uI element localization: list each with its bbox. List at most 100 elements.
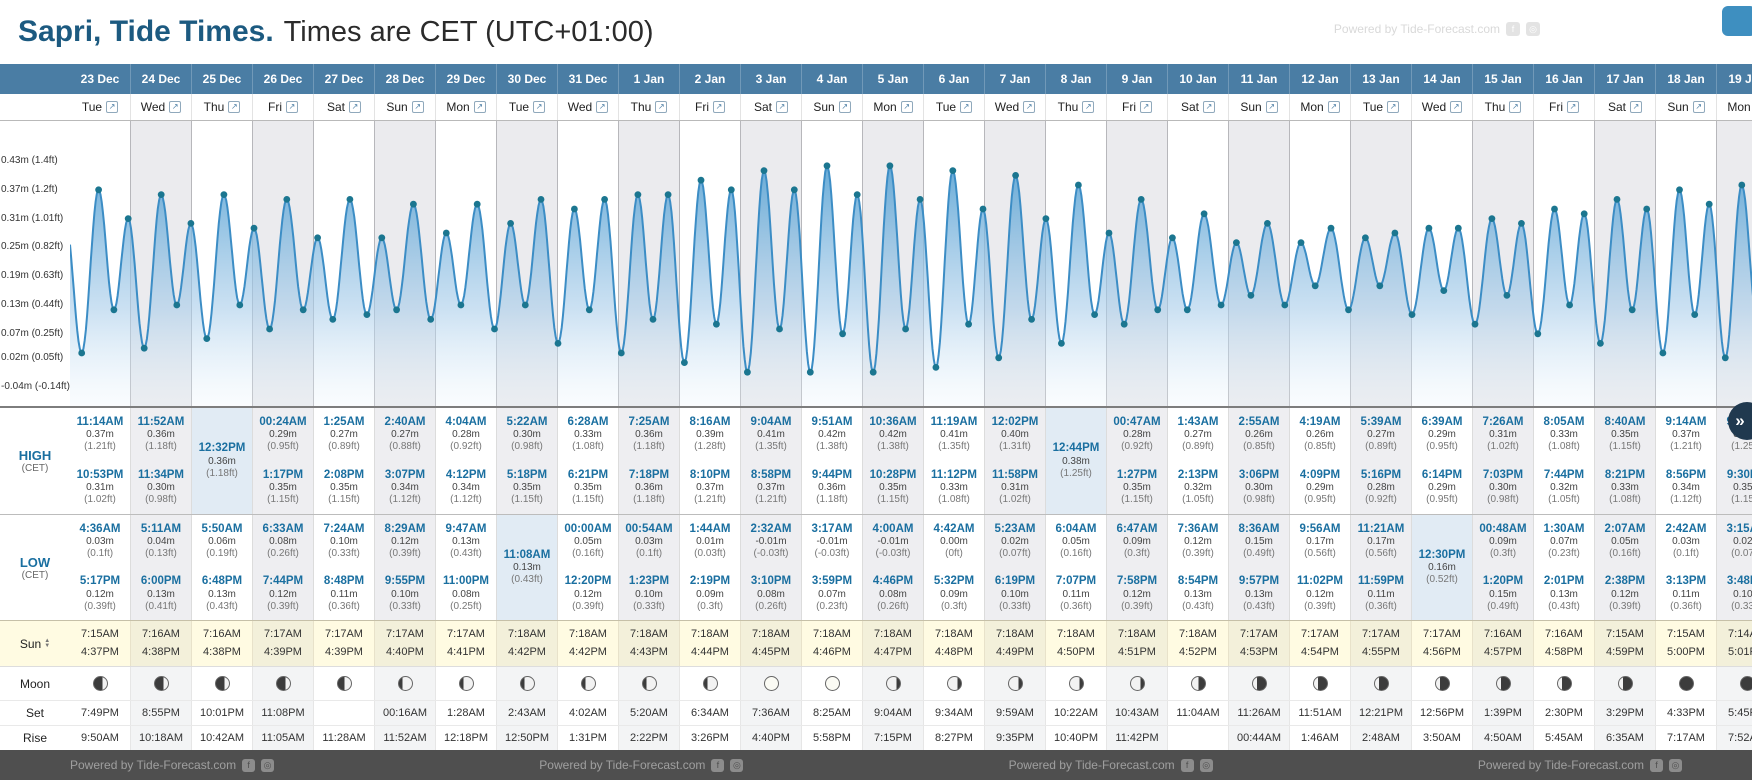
sunset-time: 4:54PM xyxy=(1301,645,1339,658)
tide-day-column: 8:05AM 0.33m (1.08ft) 7:44PM 0.32m (1.05ft) xyxy=(1534,408,1595,514)
tide-entry: 4:36AM 0.03m (0.1ft) xyxy=(70,515,130,568)
tide-height-m: 0.06m xyxy=(208,536,236,548)
day-link[interactable]: Mon↗ xyxy=(1290,94,1351,120)
date-header-cell: 30 Dec xyxy=(497,64,558,94)
date-header-cell: 4 Jan xyxy=(802,64,863,94)
moon-phase-icon xyxy=(1617,676,1633,691)
footer-watermark-bar: Powered by Tide-Forecast.com f ◎ Powered b… xyxy=(0,750,1752,780)
day-link[interactable]: Sat ↗ xyxy=(314,94,375,120)
tide-height-m: 0.15m xyxy=(1489,588,1517,600)
moonrise-time-cell: 5:45AM xyxy=(1534,726,1595,750)
tide-time: 7:07PM xyxy=(1055,575,1097,588)
tide-day-column: 2:32AM -0.01m (-0.03ft) 3:10PM 0.08m (0.26ft) xyxy=(741,515,802,620)
day-link[interactable]: Wed ↗ xyxy=(131,94,192,120)
tide-day-column: 11:19AM 0.41m (1.35ft) 11:12PM 0.33m (1.08ft) xyxy=(924,408,985,514)
tide-day-column: 1:30AM 0.07m (0.23ft) 2:01PM 0.13m (0.43ft) xyxy=(1534,515,1595,620)
moonrise-time-cell: 7:15PM xyxy=(863,726,924,750)
corner-action-button[interactable] xyxy=(1722,6,1752,36)
instagram-icon[interactable]: ◎ xyxy=(1526,22,1540,36)
day-link[interactable]: Thu ↗ xyxy=(192,94,253,120)
sunset-time: 4:39PM xyxy=(264,645,302,658)
sunrise-time: 7:16AM xyxy=(203,628,241,641)
scroll-next-button[interactable]: » xyxy=(1728,402,1752,440)
tide-time: 1:23PM xyxy=(628,575,670,588)
tide-day-column: 4:19AM 0.26m (0.85ft) 4:09PM 0.29m (0.95ft) xyxy=(1290,408,1351,514)
tide-entry: 4:00AM -0.01m (-0.03ft) xyxy=(863,515,923,568)
day-link[interactable]: Tue ↗ xyxy=(924,94,985,120)
tide-height-ft: (0.13ft) xyxy=(145,548,177,560)
day-link[interactable]: Sat ↗ xyxy=(741,94,802,120)
day-link[interactable]: Sat ↗ xyxy=(1168,94,1229,120)
day-link[interactable]: Sun ↗ xyxy=(1656,94,1717,120)
tide-time: 5:18PM xyxy=(506,468,548,481)
day-link[interactable]: Fri ↗ xyxy=(253,94,314,120)
day-link[interactable]: Fri ↗ xyxy=(1534,94,1595,120)
sun-times-cell: 7:17AM 4:54PM xyxy=(1290,621,1351,666)
day-link[interactable]: Fri ↗ xyxy=(1107,94,1168,120)
tide-time: 12:20PM xyxy=(564,575,612,588)
day-link[interactable]: Sun ↗ xyxy=(375,94,436,120)
day-link[interactable]: Tue ↗ xyxy=(1351,94,1412,120)
tide-height-ft: (0.43ft) xyxy=(1243,600,1275,612)
tide-entry: 7:36AM 0.12m (0.39ft) xyxy=(1168,515,1228,568)
moon-phase-cell xyxy=(802,667,863,700)
tide-height-m: 0.15m xyxy=(1245,536,1273,548)
tide-day-column: 7:36AM 0.12m (0.39ft) 8:54PM 0.13m (0.43ft) xyxy=(1168,515,1229,620)
tide-height-ft: (0.33ft) xyxy=(999,600,1031,612)
sunset-time: 4:48PM xyxy=(935,645,973,658)
moon-phase-cell xyxy=(1229,667,1290,700)
day-link[interactable]: Tue ↗ xyxy=(70,94,131,120)
tide-time: 12:32PM xyxy=(198,442,246,455)
day-link[interactable]: Thu ↗ xyxy=(619,94,680,120)
moon-phase-icon xyxy=(885,676,901,691)
tide-height-ft: (0.36ft) xyxy=(328,600,360,612)
tide-time: 12:30PM xyxy=(1418,548,1466,561)
tide-height-ft: (0.23ft) xyxy=(1548,548,1580,560)
day-link[interactable]: Mon↗ xyxy=(1717,94,1752,120)
day-link[interactable]: Tue ↗ xyxy=(497,94,558,120)
tide-entry: 9:14AM 0.37m (1.21ft) xyxy=(1656,408,1716,461)
moon-phase-cell xyxy=(1717,667,1752,700)
day-link[interactable]: Mon↗ xyxy=(436,94,497,120)
moon-phase-icon xyxy=(1129,676,1145,691)
moon-phase-cell xyxy=(375,667,436,700)
tide-height-m: 0.00m xyxy=(940,536,968,548)
tide-height-ft: (0.36ft) xyxy=(1670,600,1702,612)
tide-time: 6:28AM xyxy=(567,415,609,428)
tide-entry: 2:01PM 0.13m (0.43ft) xyxy=(1534,568,1594,621)
day-link[interactable]: Sun ↗ xyxy=(802,94,863,120)
tide-entry: 1:17PM 0.35m (1.15ft) xyxy=(253,461,313,514)
day-link[interactable]: Fri ↗ xyxy=(680,94,741,120)
sun-times-cell: 7:16AM 4:38PM xyxy=(192,621,253,666)
day-link[interactable]: Wed ↗ xyxy=(1412,94,1473,120)
day-link[interactable]: Thu ↗ xyxy=(1473,94,1534,120)
tide-height-m: 0.28m xyxy=(1367,482,1395,494)
moonrise-columns: 9:50AM 10:18AM 10:42AM 11:05AM 11:28AM 11:52A… xyxy=(70,726,1752,750)
moonrise-time-cell: 4:40PM xyxy=(741,726,802,750)
tide-time: 12:02PM xyxy=(991,415,1039,428)
footer-watermark: Powered by Tide-Forecast.com f ◎ xyxy=(1009,758,1213,772)
sunset-time: 4:46PM xyxy=(813,645,851,658)
day-label: Sun xyxy=(1667,100,1689,114)
day-link[interactable]: Mon↗ xyxy=(863,94,924,120)
tide-entry: 7:25AM 0.36m (1.18ft) xyxy=(619,408,679,461)
tide-height-m: 0.09m xyxy=(696,588,724,600)
day-label: Sat xyxy=(326,100,345,114)
day-link[interactable]: Sat ↗ xyxy=(1595,94,1656,120)
tide-height-m: 0.35m xyxy=(330,482,358,494)
facebook-icon[interactable]: f xyxy=(1506,22,1520,36)
external-link-icon: ↗ xyxy=(169,101,182,113)
tide-height-ft: (1.05ft) xyxy=(1548,494,1580,506)
y-axis-label: 0.43m (1.4ft) xyxy=(1,155,58,166)
day-link[interactable]: Thu ↗ xyxy=(1046,94,1107,120)
tide-entry: 4:42AM 0.00m (0ft) xyxy=(924,515,984,568)
day-link[interactable]: Wed ↗ xyxy=(558,94,619,120)
tide-height-ft: (0.1ft) xyxy=(635,548,663,560)
y-axis-label: 0.07m (0.25ft) xyxy=(1,327,64,339)
sunrise-time: 7:18AM xyxy=(630,628,668,641)
tide-time: 1:30AM xyxy=(1543,522,1585,535)
day-link[interactable]: Wed ↗ xyxy=(985,94,1046,120)
tide-time: 8:21PM xyxy=(1604,468,1646,481)
day-link[interactable]: Sun ↗ xyxy=(1229,94,1290,120)
